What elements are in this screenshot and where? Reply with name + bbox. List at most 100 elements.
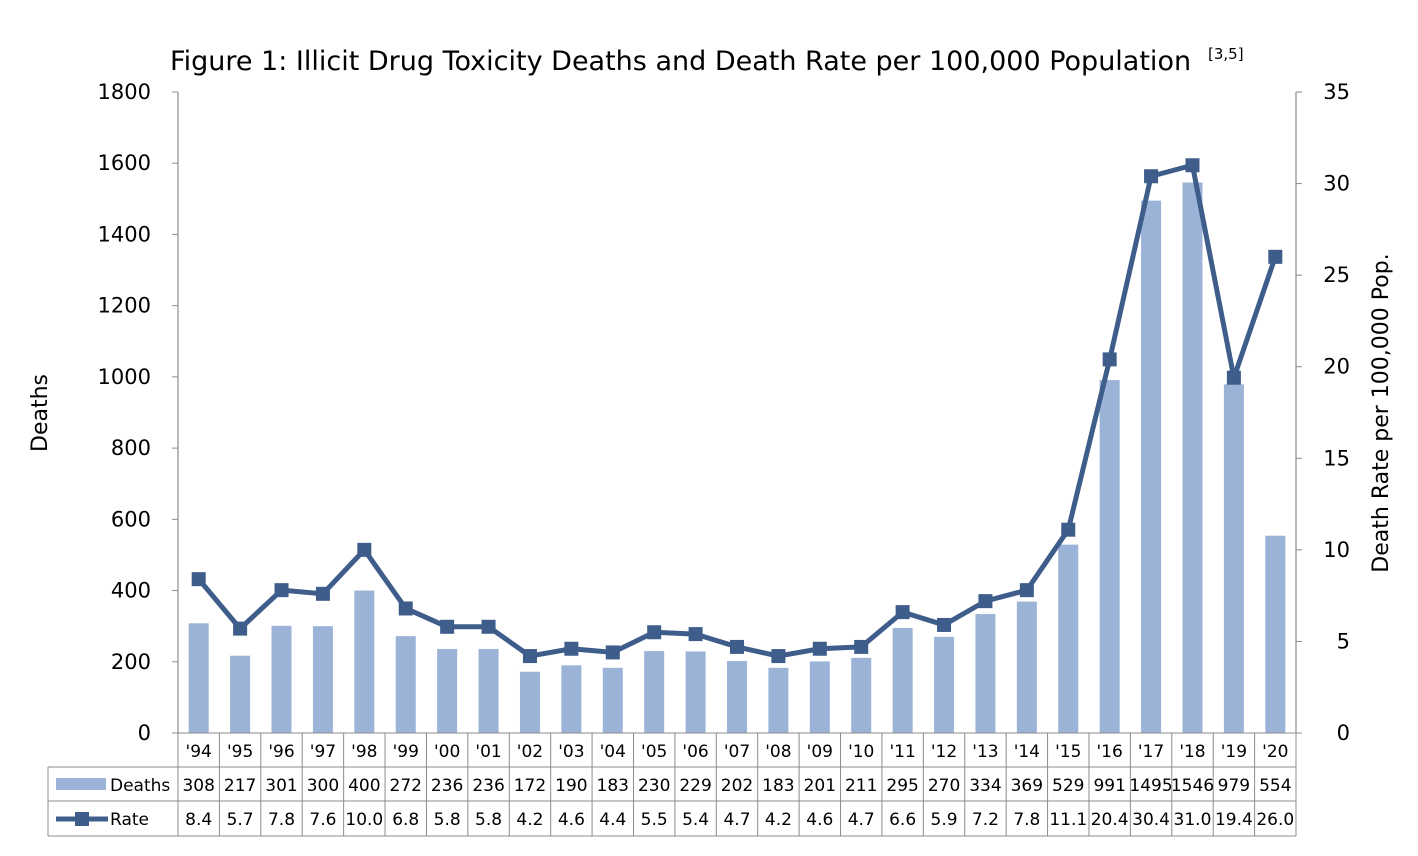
- deaths-bar: [519, 671, 540, 733]
- y2-tick-label: 35: [1323, 80, 1350, 104]
- deaths-bar: [188, 623, 209, 733]
- deaths-bar: [354, 590, 375, 733]
- rate-table-cell: 20.4: [1091, 810, 1129, 830]
- x-tick-label: '00: [434, 742, 460, 762]
- deaths-bar: [1223, 384, 1244, 733]
- rate-marker: [978, 594, 993, 609]
- x-tick-label: '02: [517, 742, 543, 762]
- rate-marker: [233, 621, 248, 636]
- y2-tick-label: 15: [1323, 446, 1350, 470]
- deaths-bar: [644, 651, 665, 733]
- rate-table-cell: 31.0: [1174, 810, 1212, 830]
- rate-marker: [274, 583, 289, 598]
- deaths-table-cell: 300: [307, 776, 339, 796]
- rate-table-cell: 8.4: [185, 810, 212, 830]
- x-tick-label: '99: [393, 742, 419, 762]
- y2-tick-label: 30: [1323, 172, 1350, 196]
- y2-tick-label: 5: [1337, 629, 1350, 653]
- rate-marker: [1019, 583, 1034, 598]
- rate-legend-label: Rate: [110, 810, 149, 830]
- rate-marker: [1226, 370, 1241, 385]
- x-tick-label: '01: [475, 742, 501, 762]
- deaths-table-cell: 230: [638, 776, 670, 796]
- rate-table-cell: 7.2: [972, 810, 999, 830]
- deaths-table-cell: 172: [514, 776, 546, 796]
- rate-marker: [315, 586, 330, 601]
- deaths-table-cell: 202: [721, 776, 753, 796]
- deaths-bar: [230, 655, 251, 733]
- deaths-table-cell: 334: [969, 776, 1001, 796]
- deaths-table-cell: 270: [928, 776, 960, 796]
- rate-marker: [605, 645, 620, 660]
- rate-table-cell: 11.1: [1049, 810, 1087, 830]
- y-tick-label: 400: [111, 579, 151, 603]
- deaths-table-cell: 272: [390, 776, 422, 796]
- x-tick-label: '16: [1097, 742, 1123, 762]
- rate-table-cell: 5.5: [641, 810, 668, 830]
- rate-table-cell: 4.6: [558, 810, 585, 830]
- rate-marker: [1144, 169, 1159, 184]
- rate-table-cell: 4.2: [765, 810, 792, 830]
- rate-marker: [937, 617, 952, 632]
- rate-table-cell: 10.0: [345, 810, 383, 830]
- deaths-bar: [1265, 535, 1286, 733]
- deaths-bar: [934, 636, 955, 733]
- deaths-table-cell: 400: [348, 776, 380, 796]
- x-tick-label: '05: [641, 742, 667, 762]
- deaths-bar: [1099, 380, 1120, 733]
- deaths-table-cell: 1546: [1171, 776, 1214, 796]
- rate-table-cell: 5.7: [227, 810, 254, 830]
- rate-table-cell: 7.6: [309, 810, 336, 830]
- rate-marker: [854, 639, 869, 654]
- x-tick-label: '96: [268, 742, 294, 762]
- rate-marker: [440, 619, 455, 634]
- deaths-table-cell: 201: [804, 776, 836, 796]
- x-tick-label: '07: [724, 742, 750, 762]
- x-tick-label: '10: [848, 742, 874, 762]
- rate-marker: [895, 605, 910, 620]
- deaths-table-cell: 295: [886, 776, 918, 796]
- deaths-bar: [478, 648, 499, 733]
- rate-table-cell: 5.4: [682, 810, 709, 830]
- rate-marker: [398, 601, 413, 616]
- deaths-bar: [768, 667, 789, 733]
- deaths-bar: [851, 657, 872, 733]
- deaths-legend-label: Deaths: [110, 776, 170, 796]
- rate-marker: [564, 641, 579, 656]
- y-tick-label: 600: [111, 507, 151, 531]
- x-tick-label: '97: [310, 742, 336, 762]
- rate-table-cell: 26.0: [1256, 810, 1294, 830]
- y-tick-label: 1800: [98, 80, 151, 104]
- y-tick-label: 1600: [98, 151, 151, 175]
- deaths-table-cell: 190: [555, 776, 587, 796]
- y2-tick-label: 25: [1323, 263, 1350, 287]
- deaths-bar: [975, 614, 996, 733]
- rate-table-cell: 4.4: [599, 810, 626, 830]
- rate-marker: [481, 619, 496, 634]
- deaths-table-cell: 308: [182, 776, 214, 796]
- rate-table-cell: 6.6: [889, 810, 916, 830]
- rate-legend-marker: [75, 812, 89, 826]
- rate-marker: [357, 542, 372, 557]
- y2-tick-label: 20: [1323, 355, 1350, 379]
- rate-table-cell: 4.6: [806, 810, 833, 830]
- deaths-table-cell: 369: [1011, 776, 1043, 796]
- rate-marker: [771, 649, 786, 664]
- y2-tick-label: 0: [1337, 721, 1350, 745]
- deaths-bar: [271, 625, 292, 733]
- rate-table-cell: 5.9: [931, 810, 958, 830]
- x-tick-label: '04: [600, 742, 626, 762]
- rate-marker: [1185, 158, 1200, 173]
- deaths-table-cell: 991: [1093, 776, 1125, 796]
- rate-marker: [1061, 522, 1076, 537]
- rate-table-cell: 5.8: [434, 810, 461, 830]
- rate-table-cell: 7.8: [268, 810, 295, 830]
- rate-marker: [812, 641, 827, 656]
- x-tick-label: '13: [972, 742, 998, 762]
- y-tick-label: 1400: [98, 222, 151, 246]
- y-tick-label: 200: [111, 650, 151, 674]
- x-tick-label: '11: [889, 742, 915, 762]
- deaths-bar: [561, 665, 582, 733]
- deaths-bar: [685, 651, 706, 733]
- deaths-legend-swatch: [56, 778, 106, 790]
